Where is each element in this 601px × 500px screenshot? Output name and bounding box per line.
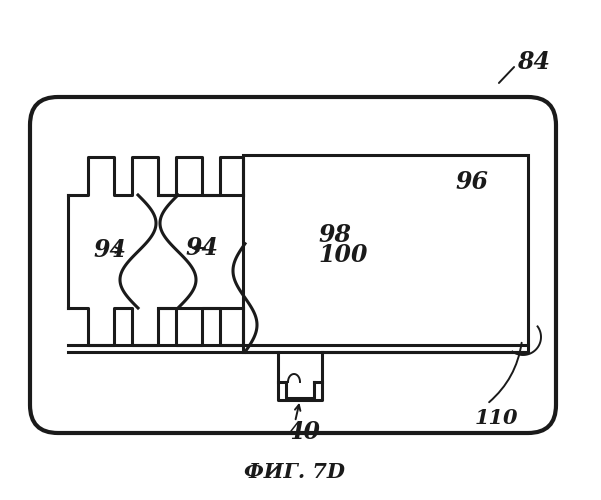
Text: 98: 98: [318, 223, 351, 247]
Text: 100: 100: [318, 243, 367, 267]
Text: 94: 94: [185, 236, 218, 260]
FancyBboxPatch shape: [30, 97, 556, 433]
Text: ФИГ. 7D: ФИГ. 7D: [245, 462, 346, 482]
Text: 94: 94: [93, 238, 126, 262]
Bar: [243, 155, 528, 352]
Text: 110: 110: [475, 408, 519, 428]
Text: 40: 40: [288, 420, 321, 444]
Text: 84: 84: [517, 50, 550, 74]
Text: 96: 96: [455, 170, 488, 194]
